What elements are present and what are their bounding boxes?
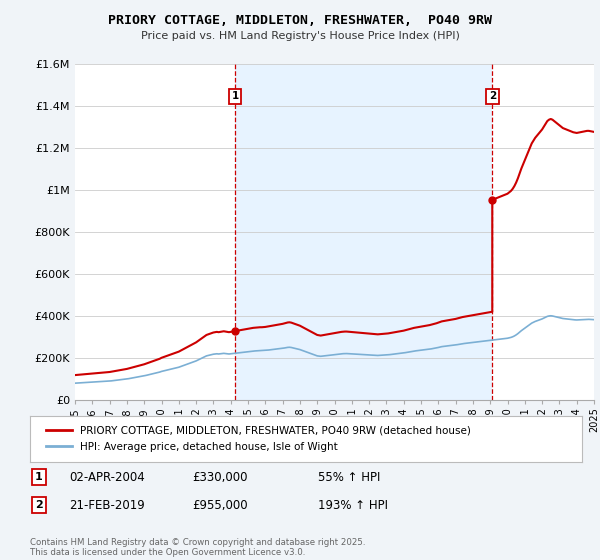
Text: 2: 2 [35, 500, 43, 510]
Text: 1: 1 [232, 91, 239, 101]
Text: 2: 2 [488, 91, 496, 101]
Text: 193% ↑ HPI: 193% ↑ HPI [318, 498, 388, 512]
Legend: PRIORY COTTAGE, MIDDLETON, FRESHWATER, PO40 9RW (detached house), HPI: Average p: PRIORY COTTAGE, MIDDLETON, FRESHWATER, P… [41, 421, 476, 457]
Text: 21-FEB-2019: 21-FEB-2019 [69, 498, 145, 512]
Text: Price paid vs. HM Land Registry's House Price Index (HPI): Price paid vs. HM Land Registry's House … [140, 31, 460, 41]
Text: £955,000: £955,000 [192, 498, 248, 512]
Text: Contains HM Land Registry data © Crown copyright and database right 2025.
This d: Contains HM Land Registry data © Crown c… [30, 538, 365, 557]
Bar [235, 64, 492, 400]
Text: 1: 1 [35, 472, 43, 482]
Text: £330,000: £330,000 [192, 470, 248, 484]
Text: 55% ↑ HPI: 55% ↑ HPI [318, 470, 380, 484]
Text: 02-APR-2004: 02-APR-2004 [69, 470, 145, 484]
Text: PRIORY COTTAGE, MIDDLETON, FRESHWATER,  PO40 9RW: PRIORY COTTAGE, MIDDLETON, FRESHWATER, P… [108, 14, 492, 27]
